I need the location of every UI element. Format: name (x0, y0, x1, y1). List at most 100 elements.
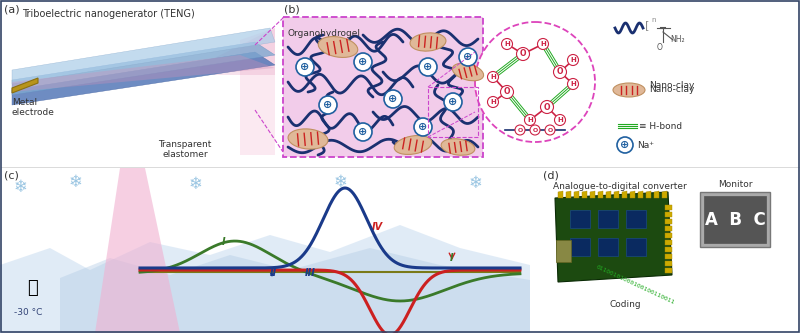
Polygon shape (665, 219, 672, 224)
Text: -30 °C: -30 °C (14, 308, 42, 317)
Polygon shape (665, 205, 672, 210)
Text: ≡ H-bond: ≡ H-bond (639, 122, 682, 131)
Text: (a): (a) (4, 4, 20, 14)
Polygon shape (646, 191, 651, 198)
Text: ❄: ❄ (13, 178, 27, 196)
Circle shape (487, 97, 498, 108)
Text: ❄: ❄ (333, 173, 347, 191)
Text: II: II (270, 268, 278, 278)
Ellipse shape (288, 129, 328, 149)
Polygon shape (662, 191, 667, 198)
Text: H: H (490, 99, 496, 105)
Bar (570, 238, 590, 256)
Ellipse shape (453, 63, 483, 81)
Circle shape (554, 66, 566, 79)
Bar (428, 87, 478, 137)
Polygon shape (12, 28, 275, 84)
Text: ❄: ❄ (188, 175, 202, 193)
Ellipse shape (410, 33, 446, 51)
Circle shape (545, 125, 555, 135)
Polygon shape (555, 192, 672, 282)
Circle shape (567, 55, 578, 66)
Polygon shape (590, 191, 595, 198)
Text: O: O (544, 103, 550, 112)
Text: IV: IV (372, 222, 383, 232)
Text: ⊕: ⊕ (323, 100, 333, 110)
Bar (598, 210, 618, 228)
Text: H: H (570, 57, 576, 63)
Polygon shape (665, 254, 672, 259)
Circle shape (384, 90, 402, 108)
Polygon shape (665, 226, 672, 231)
Polygon shape (60, 248, 530, 333)
Text: H: H (557, 117, 563, 123)
Polygon shape (614, 191, 619, 198)
Bar (626, 238, 646, 256)
Text: n: n (651, 17, 655, 23)
Circle shape (501, 86, 514, 99)
Text: ⊕: ⊕ (423, 62, 433, 72)
Polygon shape (665, 261, 672, 266)
Text: ⊕: ⊕ (448, 97, 458, 107)
Ellipse shape (394, 136, 432, 155)
Text: Na⁺: Na⁺ (637, 141, 654, 150)
Bar (700, 192, 770, 247)
Text: ⊕: ⊕ (418, 122, 428, 132)
Text: Nano-clay: Nano-clay (649, 86, 694, 95)
Circle shape (354, 53, 372, 71)
Ellipse shape (318, 37, 358, 57)
Polygon shape (665, 247, 672, 252)
Polygon shape (598, 191, 603, 198)
Polygon shape (665, 240, 672, 245)
Polygon shape (630, 191, 635, 198)
Polygon shape (200, 28, 275, 75)
Polygon shape (654, 191, 659, 198)
Polygon shape (638, 191, 643, 198)
Circle shape (515, 125, 525, 135)
Bar (556, 240, 571, 262)
Bar (626, 210, 646, 228)
Ellipse shape (441, 139, 475, 155)
Text: H: H (504, 41, 510, 47)
Text: I: I (222, 237, 226, 247)
Polygon shape (240, 28, 275, 155)
Bar (704, 196, 766, 243)
Polygon shape (574, 191, 579, 198)
Text: Nano-clay: Nano-clay (649, 81, 694, 90)
Text: O: O (657, 43, 663, 52)
Circle shape (487, 72, 498, 83)
Text: Analogue-to-digital converter: Analogue-to-digital converter (553, 182, 686, 191)
Polygon shape (566, 191, 571, 198)
Polygon shape (622, 191, 627, 198)
Polygon shape (95, 168, 180, 333)
Circle shape (538, 39, 549, 50)
Polygon shape (558, 191, 563, 198)
Circle shape (475, 22, 595, 142)
Circle shape (567, 79, 578, 90)
Text: I: I (450, 253, 454, 263)
Text: ⊕: ⊕ (358, 127, 368, 137)
Polygon shape (12, 78, 38, 93)
Circle shape (354, 123, 372, 141)
Text: NH₂: NH₂ (670, 36, 685, 45)
Text: O: O (518, 128, 522, 133)
Text: Coding: Coding (609, 300, 641, 309)
Circle shape (444, 93, 462, 111)
Text: O: O (557, 68, 563, 77)
Text: Triboelectric nanogenerator (TENG): Triboelectric nanogenerator (TENG) (22, 9, 194, 19)
Text: O: O (547, 128, 553, 133)
Polygon shape (606, 191, 611, 198)
Polygon shape (665, 268, 672, 273)
Text: ⊕: ⊕ (463, 52, 473, 62)
Text: 🌡: 🌡 (26, 279, 38, 297)
Polygon shape (665, 233, 672, 238)
Polygon shape (12, 42, 275, 95)
Polygon shape (0, 225, 530, 333)
Polygon shape (582, 191, 587, 198)
Circle shape (517, 48, 530, 61)
Text: H: H (540, 41, 546, 47)
Circle shape (502, 39, 513, 50)
Circle shape (541, 101, 554, 114)
Polygon shape (12, 55, 275, 92)
Text: H: H (570, 81, 576, 87)
